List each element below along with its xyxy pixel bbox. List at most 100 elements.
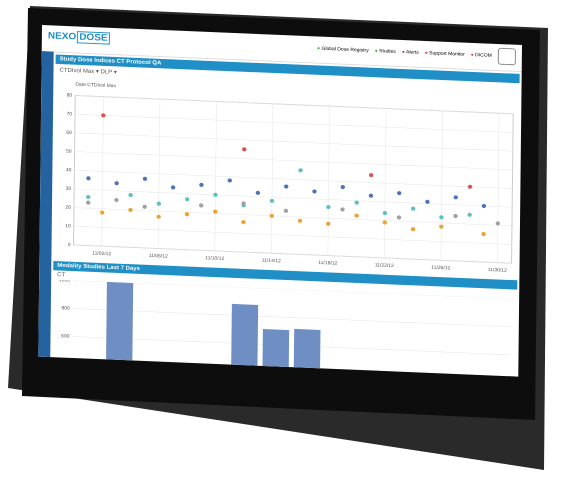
point	[227, 178, 232, 183]
grid-line	[75, 113, 514, 133]
point	[128, 192, 133, 198]
x-tick-label: 11/10/12	[205, 255, 224, 262]
bar	[261, 329, 290, 377]
point	[368, 193, 374, 198]
nav-label[interactable]: Support Monitor	[429, 50, 465, 58]
nav-item[interactable]: ● DICOM	[470, 52, 492, 59]
subtitle: CT	[57, 272, 66, 279]
nav-label[interactable]: Studies	[379, 48, 396, 55]
point	[495, 221, 501, 226]
point	[340, 184, 345, 190]
point	[241, 201, 246, 206]
screen: NEXO DOSE ● Global Dose Registry ● Studies…	[38, 25, 523, 377]
grid-line	[73, 207, 512, 227]
point	[382, 211, 388, 216]
y-tick-label: 50	[66, 149, 72, 155]
point	[213, 209, 218, 214]
y-tick-label: 800	[61, 305, 70, 311]
data-label: 1,000	[114, 280, 127, 282]
point	[170, 185, 176, 190]
point	[354, 200, 359, 205]
bar	[293, 328, 321, 377]
grid-line	[74, 170, 513, 189]
point	[269, 198, 275, 203]
point	[269, 213, 274, 218]
nav-label[interactable]: Alerts	[405, 49, 419, 56]
grid-line	[75, 95, 514, 115]
nav-item[interactable]: ● Global Dose Registry	[317, 45, 369, 54]
y-tick-label: 40	[66, 167, 72, 173]
selector[interactable]: CTDIvol Max	[59, 67, 95, 75]
x-tick-label: 11/02/12	[92, 251, 111, 258]
point	[297, 218, 303, 223]
point	[156, 201, 162, 206]
nav-label[interactable]: Global Dose Registry	[321, 45, 369, 54]
grid-line	[74, 151, 513, 171]
point	[397, 191, 402, 196]
point	[425, 199, 430, 204]
point	[340, 207, 345, 212]
bar	[105, 281, 134, 377]
grid-line	[327, 106, 330, 256]
point	[101, 113, 106, 118]
point	[298, 168, 303, 173]
grid-line	[74, 188, 513, 208]
point	[85, 200, 91, 205]
grid-line	[497, 113, 500, 263]
point	[284, 184, 289, 189]
point	[213, 192, 218, 197]
point	[199, 182, 204, 187]
x-tick-label: 11/14/12	[262, 258, 281, 265]
point	[99, 210, 105, 215]
nav-item[interactable]: ● Alerts	[401, 49, 419, 56]
grid-line	[72, 308, 511, 327]
selector[interactable]: DLP	[100, 69, 113, 76]
point	[114, 197, 119, 203]
grid-line	[73, 280, 512, 299]
y-tick-label: 20	[65, 205, 71, 211]
point	[453, 213, 458, 219]
bar-chart: 020040060080010001,000	[59, 280, 512, 377]
y-tick-label: 10	[65, 223, 71, 229]
point	[382, 220, 387, 225]
point	[156, 214, 161, 219]
y-tick-label: 600	[61, 333, 70, 339]
grid-line	[73, 226, 512, 245]
point	[312, 189, 317, 194]
logo-box: DOSE	[77, 31, 110, 45]
point	[241, 220, 246, 225]
point	[326, 221, 331, 226]
point	[368, 173, 374, 178]
y-tick-label: 1000	[59, 280, 70, 284]
point	[86, 176, 91, 181]
point	[467, 212, 472, 217]
point	[439, 215, 444, 220]
y-tick-label: 0	[68, 242, 71, 248]
point	[453, 195, 458, 200]
point	[439, 224, 444, 229]
y-tick-label: 60	[66, 130, 72, 136]
point	[255, 190, 261, 195]
scatter-chart: Date:CTDIvol Max 0 10 20 30 40 50 60 70 80 11/02/1…	[65, 82, 514, 274]
y-tick-label: 70	[66, 111, 72, 117]
x-tick-label: 11/06/12	[149, 253, 168, 260]
point	[199, 203, 204, 208]
point	[481, 203, 487, 209]
logo: NEXO DOSE	[48, 31, 110, 45]
nav: ● Global Dose Registry ● Studies ● Alerts ●…	[317, 46, 492, 59]
point	[242, 147, 247, 152]
grid-line	[440, 110, 443, 261]
nav-item[interactable]: ● Support Monitor	[424, 50, 465, 58]
y-tick-label: 30	[66, 186, 72, 192]
nav-item[interactable]: ● Studies	[374, 48, 396, 55]
x-tick-label: 11/30/12	[488, 267, 507, 274]
nav-label[interactable]: DICOM	[475, 52, 492, 59]
point	[114, 181, 119, 186]
point	[467, 184, 473, 189]
grid-line	[101, 96, 104, 247]
point	[410, 227, 416, 232]
point	[354, 213, 359, 218]
x-tick-label: 11/26/12	[431, 265, 450, 272]
point	[396, 215, 402, 220]
grid-line	[73, 244, 512, 264]
